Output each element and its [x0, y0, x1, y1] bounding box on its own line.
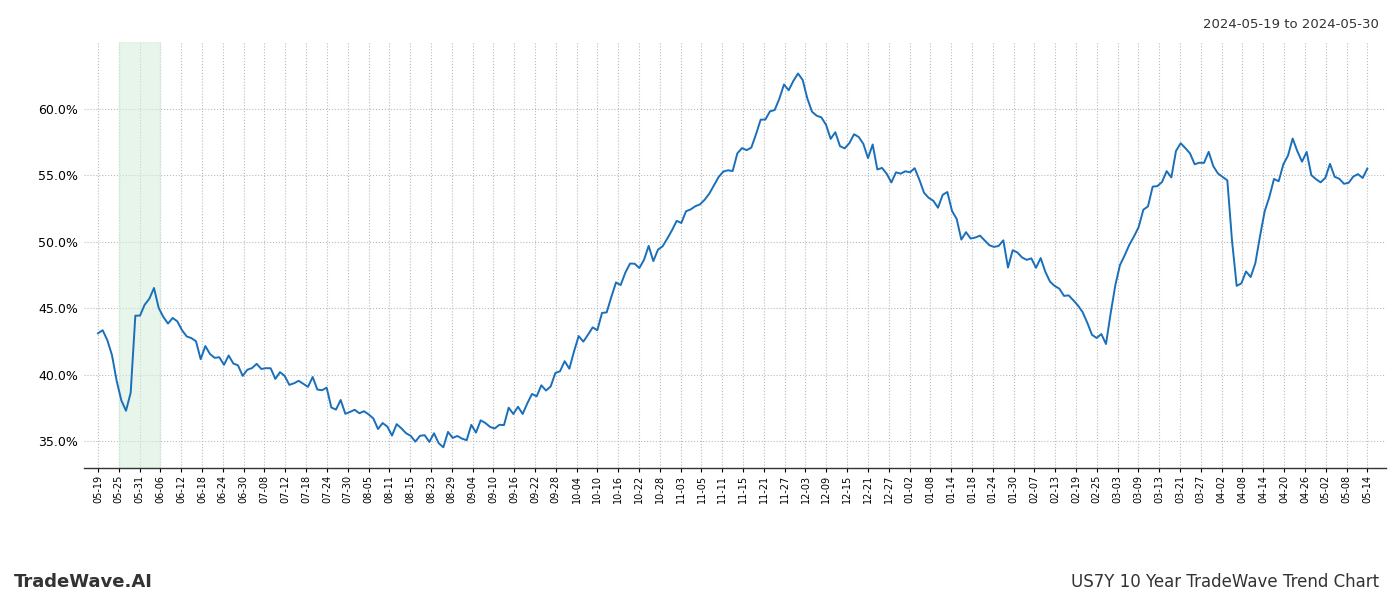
Text: TradeWave.AI: TradeWave.AI — [14, 573, 153, 591]
Text: US7Y 10 Year TradeWave Trend Chart: US7Y 10 Year TradeWave Trend Chart — [1071, 573, 1379, 591]
Bar — [119, 42, 161, 468]
Text: 2024-05-19 to 2024-05-30: 2024-05-19 to 2024-05-30 — [1203, 18, 1379, 31]
